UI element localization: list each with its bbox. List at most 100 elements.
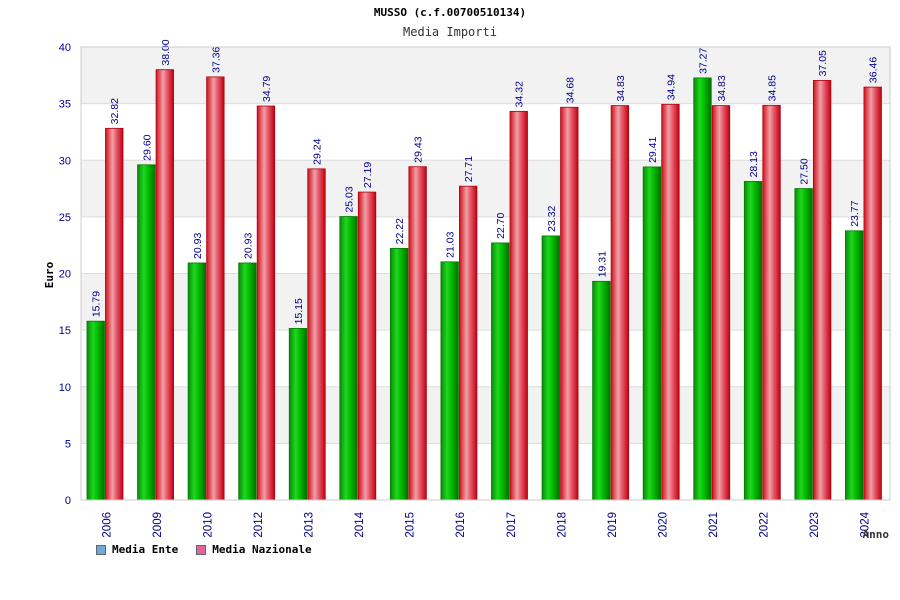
x-tick-label: 2015 <box>405 512 417 538</box>
value-label-nazionale: 34.83 <box>615 75 627 101</box>
value-label-nazionale: 37.36 <box>210 46 222 72</box>
bar-media-nazionale <box>155 69 174 501</box>
bar-media-nazionale <box>357 191 377 501</box>
bar-media-ente <box>288 328 308 501</box>
bar-media-nazionale <box>509 110 528 501</box>
bar-media-ente <box>86 320 105 501</box>
value-label-nazionale: 37.05 <box>817 50 829 76</box>
y-tick-label: 30 <box>59 155 71 167</box>
value-label-ente: 19.31 <box>596 251 608 277</box>
value-label-nazionale: 27.19 <box>362 162 374 188</box>
value-label-nazionale: 34.94 <box>665 74 677 100</box>
x-tick-label: 2021 <box>708 512 720 538</box>
legend-item-ente: Media Ente <box>96 543 178 556</box>
bar-media-nazionale <box>863 86 882 501</box>
bar-media-ente <box>693 77 712 501</box>
y-tick-label: 35 <box>59 99 71 111</box>
y-tick-label: 15 <box>59 325 71 337</box>
y-tick-label: 40 <box>59 42 71 54</box>
x-tick-label: 2022 <box>759 512 771 538</box>
value-label-nazionale: 34.32 <box>514 81 526 107</box>
bar-media-nazionale <box>812 80 832 501</box>
bar-media-ente <box>440 261 459 501</box>
x-tick-label: 2016 <box>455 512 467 538</box>
y-tick-label: 10 <box>59 382 71 394</box>
x-tick-label: 2012 <box>253 512 265 538</box>
bar-media-ente <box>389 247 409 501</box>
x-tick-label: 2017 <box>506 512 518 538</box>
x-tick-label: 2024 <box>860 511 872 537</box>
bar-media-nazionale <box>560 106 579 501</box>
bar-media-nazionale <box>408 166 427 501</box>
bar-media-ente <box>794 188 813 501</box>
value-label-nazionale: 38.00 <box>160 39 172 65</box>
value-label-ente: 21.03 <box>445 231 457 257</box>
bar-media-nazionale <box>256 105 276 501</box>
value-label-ente: 23.77 <box>849 200 861 226</box>
x-tick-label: 2013 <box>304 512 316 538</box>
legend-item-nazionale: Media Nazionale <box>196 543 312 556</box>
legend-label-ente: Media Ente <box>112 543 179 556</box>
bar-media-nazionale <box>459 185 478 501</box>
value-label-ente: 20.93 <box>242 233 254 259</box>
bar-media-ente <box>642 166 662 501</box>
x-tick-label: 2006 <box>101 512 113 538</box>
value-label-ente: 22.70 <box>495 212 507 238</box>
value-label-nazionale: 29.24 <box>312 138 324 164</box>
value-labels: 15.79 32.82 29.60 38.00 20.93 37.36 20.93 34.79… <box>91 39 880 324</box>
bar-media-ente <box>339 216 358 501</box>
value-label-nazionale: 34.68 <box>564 77 576 103</box>
x-tick-label: 2009 <box>152 512 164 538</box>
value-label-ente: 15.79 <box>91 291 103 317</box>
value-label-ente: 22.22 <box>394 218 406 244</box>
x-tick-label: 2019 <box>607 512 619 538</box>
y-tick-label: 25 <box>59 212 71 224</box>
plot-border <box>80 46 891 501</box>
value-label-ente: 20.93 <box>192 233 204 259</box>
value-label-ente: 27.50 <box>799 158 811 184</box>
x-axis-title: Anno <box>863 528 890 541</box>
bar-media-nazionale <box>661 103 680 501</box>
value-label-ente: 37.27 <box>698 47 710 73</box>
value-label-ente: 23.32 <box>546 205 558 231</box>
legend: Media Ente Media Nazionale <box>96 543 312 556</box>
bar-media-nazionale <box>206 76 225 501</box>
chart-title: MUSSO (c.f.00700510134) <box>373 6 527 19</box>
bar-media-nazionale <box>762 104 781 501</box>
legend-swatch-nazionale <box>196 544 207 555</box>
bar-media-nazionale <box>610 105 630 501</box>
chart-subtitle: Media Importi <box>403 25 497 39</box>
x-tick-label: 2023 <box>809 512 821 538</box>
bar-media-ente <box>541 235 560 501</box>
axes: 0 5 10 15 20 25 30 35 40 2006 2009 2010 2012 2013 2014… <box>43 42 891 541</box>
bar-media-nazionale <box>307 168 326 501</box>
value-label-nazionale: 34.83 <box>716 75 728 101</box>
x-tick-label: 2018 <box>556 512 568 538</box>
legend-swatch-ente <box>96 544 106 555</box>
bar-media-nazionale <box>105 127 124 501</box>
value-label-ente: 29.60 <box>141 134 153 160</box>
bar-media-ente <box>491 242 510 501</box>
bar-media-ente <box>187 262 207 501</box>
bar-media-ente <box>137 164 156 501</box>
bar-media-ente <box>845 230 864 501</box>
bars <box>86 69 882 501</box>
x-tick-label: 2010 <box>202 512 214 538</box>
x-tick-label: 2020 <box>657 512 669 538</box>
value-label-nazionale: 29.43 <box>413 136 425 162</box>
legend-label-nazionale: Media Nazionale <box>212 543 312 556</box>
value-label-ente: 28.13 <box>748 151 760 177</box>
bar-media-nazionale <box>711 105 731 501</box>
bar-media-ente <box>592 280 611 501</box>
y-axis-title: Euro <box>43 261 56 288</box>
y-tick-label: 20 <box>59 269 71 281</box>
value-label-nazionale: 32.82 <box>109 98 121 124</box>
bar-media-ente <box>238 262 257 501</box>
x-tick-label: 2014 <box>354 511 366 537</box>
value-label-nazionale: 34.79 <box>261 76 273 102</box>
y-tick-label: 5 <box>65 438 71 450</box>
bar-media-ente <box>743 181 763 501</box>
value-label-ente: 15.15 <box>293 298 305 324</box>
value-label-nazionale: 27.71 <box>463 156 475 182</box>
